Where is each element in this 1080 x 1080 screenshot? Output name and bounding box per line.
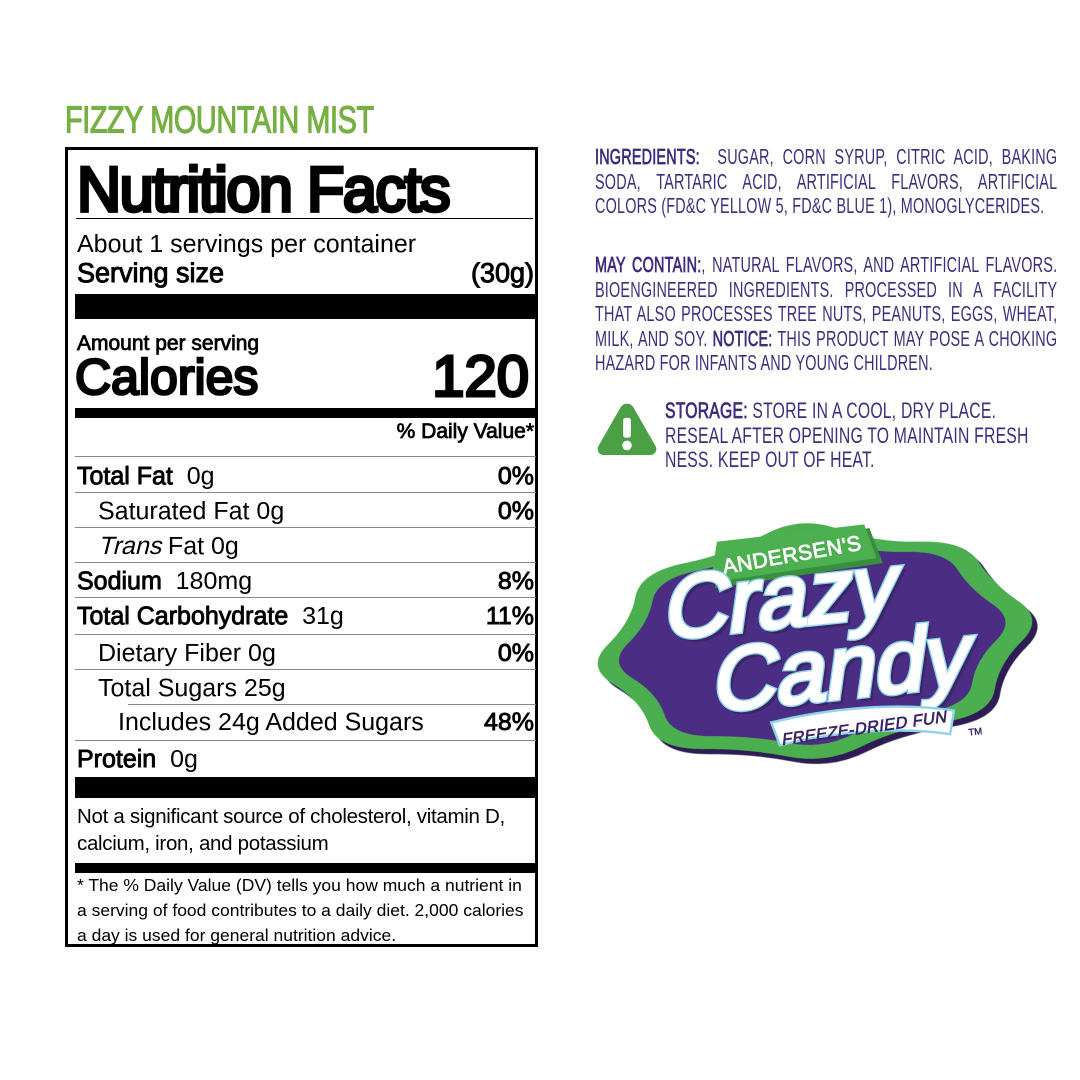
svg-text:TM: TM — [968, 726, 983, 738]
